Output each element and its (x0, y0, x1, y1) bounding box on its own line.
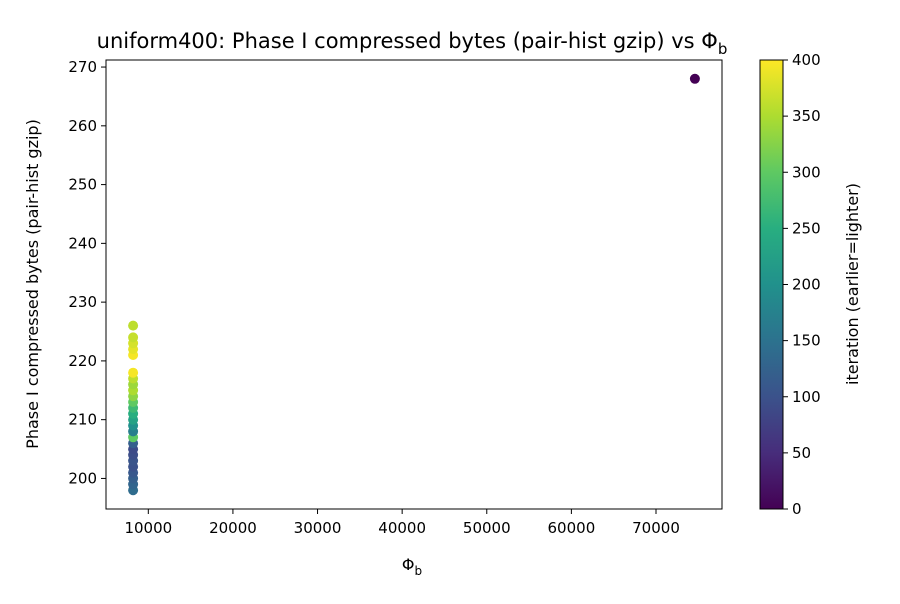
plot-area-frame (105, 59, 723, 510)
data-point (128, 320, 139, 331)
colorbar-tick-label: 0 (792, 500, 802, 518)
chart-title-subscript: b (718, 40, 728, 58)
y-tick-label: 270 (68, 58, 97, 76)
colorbar (759, 59, 784, 510)
y-tick-label: 220 (68, 352, 97, 370)
x-tick-label: 60000 (548, 519, 596, 537)
x-tick-label: 10000 (124, 519, 172, 537)
x-tick-label: 20000 (209, 519, 257, 537)
y-axis-label: Phase I compressed bytes (pair-hist gzip… (23, 119, 42, 449)
y-tick-label: 260 (68, 117, 97, 135)
x-axis-label-subscript: b (414, 564, 422, 578)
y-tick-label: 240 (68, 234, 97, 252)
points-layer (128, 73, 700, 496)
y-tick-label: 230 (68, 293, 97, 311)
colorbar-tick-label: 100 (792, 388, 821, 406)
data-point (128, 332, 139, 343)
colorbar-tick-label: 150 (792, 332, 821, 350)
x-axis-label: Φb (402, 555, 422, 578)
y-tick-label: 250 (68, 176, 97, 194)
x-tick-label: 50000 (463, 519, 511, 537)
colorbar-tick-label: 400 (792, 51, 821, 69)
data-point (689, 73, 700, 84)
y-tick-label: 210 (68, 411, 97, 429)
colorbar-ticks: 0 50 100 150 200 250 300 350 400 (783, 51, 821, 518)
colorbar-tick-label: 250 (792, 219, 821, 237)
colorbar-tick-label: 200 (792, 276, 821, 294)
colorbar-label: iteration (earlier=lighter) (843, 183, 862, 385)
colorbar-tick-label: 50 (792, 444, 811, 462)
x-tick-label: 40000 (378, 519, 426, 537)
x-tick-label: 70000 (632, 519, 680, 537)
x-tick-label: 30000 (294, 519, 342, 537)
y-axis-ticks: 200 210 220 230 240 250 260 270 (68, 58, 106, 487)
y-tick-label: 200 (68, 469, 97, 487)
x-axis-ticks: 10000 20000 30000 40000 50000 60000 70000 (124, 509, 680, 537)
colorbar-tick-label: 300 (792, 163, 821, 181)
colorbar-tick-label: 350 (792, 107, 821, 125)
chart-title: uniform400: Phase I compressed bytes (pa… (97, 29, 728, 58)
data-point (128, 367, 139, 378)
